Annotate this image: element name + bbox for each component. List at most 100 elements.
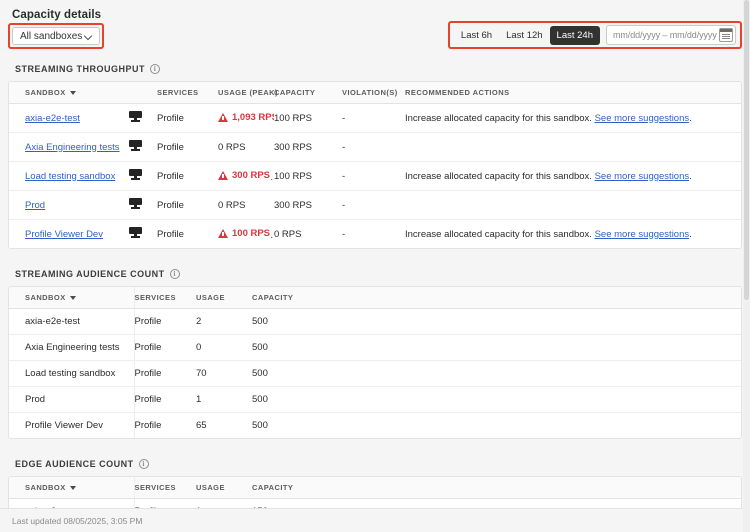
section-title-edge-audience-count: EDGE AUDIENCE COUNT i xyxy=(8,453,742,476)
cell-capacity: 100 RPS xyxy=(274,161,342,191)
sandbox-link[interactable]: Load testing sandbox xyxy=(25,170,116,182)
sandbox-name: Load testing sandbox xyxy=(25,368,116,379)
cell-sandbox-icon xyxy=(129,103,157,133)
cell-capacity: 300 RPS xyxy=(274,132,342,162)
sandbox-name: Prod xyxy=(25,394,46,405)
column-header-capacity[interactable]: CAPACITY xyxy=(274,82,342,104)
cell-usage: 0 xyxy=(196,334,252,361)
column-header-services[interactable]: SERVICES xyxy=(157,82,218,104)
sandbox-screen-icon[interactable] xyxy=(129,140,142,151)
table-body: axia-e2e-test Profile 1,093 RPS 100 RPS … xyxy=(9,103,741,249)
column-header-usage-peak[interactable]: USAGE (PEAK) xyxy=(218,82,278,104)
column-header-usage[interactable]: USAGE xyxy=(196,287,252,309)
sandbox-screen-icon[interactable] xyxy=(129,227,142,238)
calendar-icon[interactable] xyxy=(719,28,733,42)
time-range-button-6h[interactable]: Last 6h xyxy=(454,26,499,45)
cell-services: Profile xyxy=(157,228,184,240)
usage-value: 100 RPS xyxy=(232,227,271,239)
cell-usage: 300 RPS xyxy=(218,161,274,191)
table-row[interactable]: axia-e2e-test Profile 1,093 RPS 100 RPS … xyxy=(9,103,741,133)
column-header-violations[interactable]: VIOLATION(S) xyxy=(342,82,405,104)
table-body: axia-e2e-test Profile 2 500 Axia Enginee… xyxy=(9,308,741,438)
time-range-button-12h[interactable]: Last 12h xyxy=(499,26,549,45)
cell-usage: 65 xyxy=(196,420,207,431)
column-header-usage[interactable]: USAGE xyxy=(196,477,252,499)
sandbox-link[interactable]: Profile Viewer Dev xyxy=(25,228,103,240)
table-row[interactable]: Prod Profile 1 500 xyxy=(9,386,741,413)
table-row[interactable]: Prod Profile 0 RPS 300 RPS - xyxy=(9,190,741,220)
column-header-recommended-actions[interactable]: RECOMMENDED ACTIONS xyxy=(405,82,741,104)
cell-services: Profile xyxy=(134,386,196,413)
cell-violations: - xyxy=(342,228,346,240)
table-row[interactable]: Axia Engineering tests Profile 0 500 xyxy=(9,334,741,361)
cell-sandbox: Profile Viewer Dev xyxy=(9,220,129,249)
table-row[interactable]: Profile Viewer Dev Profile 100 RPS 0 RPS… xyxy=(9,220,741,249)
cell-capacity: 100 RPS xyxy=(274,103,342,133)
sandbox-screen-icon[interactable] xyxy=(129,169,142,180)
page-title: Capacity details xyxy=(12,9,102,21)
cell-capacity: 500 xyxy=(252,420,268,431)
sandbox-filter-select[interactable]: All sandboxes xyxy=(12,27,100,45)
cell-services: Profile xyxy=(134,360,196,387)
see-more-suggestions-link[interactable]: See more suggestions xyxy=(594,228,690,240)
info-icon[interactable]: i xyxy=(138,459,149,469)
sort-descending-icon xyxy=(69,486,76,491)
cell-services: Profile xyxy=(134,334,196,361)
column-header-sandbox[interactable]: SANDBOX xyxy=(9,477,135,499)
see-more-suggestions-link[interactable]: See more suggestions xyxy=(594,170,690,182)
recommendation-suffix: . xyxy=(689,112,692,124)
column-label: SANDBOX xyxy=(25,293,66,302)
sandbox-screen-icon[interactable] xyxy=(129,198,142,209)
streaming-throughput-table: SANDBOX SERVICES USAGE (PEAK) CAPACITY V… xyxy=(9,82,741,248)
usage-warning: 100 RPS xyxy=(218,228,270,239)
column-header-sandbox[interactable]: SANDBOX xyxy=(9,287,135,309)
vertical-scrollbar[interactable] xyxy=(743,0,750,532)
column-header-capacity[interactable]: CAPACITY xyxy=(252,287,741,309)
scrollbar-thumb[interactable] xyxy=(744,0,749,300)
see-more-suggestions-link[interactable]: See more suggestions xyxy=(594,112,690,124)
streaming-throughput-table-card: SANDBOX SERVICES USAGE (PEAK) CAPACITY V… xyxy=(8,81,742,249)
table-row[interactable]: Load testing sandbox Profile 300 RPS 100… xyxy=(9,161,741,191)
cell-sandbox-icon xyxy=(129,161,157,191)
column-header-capacity[interactable]: CAPACITY xyxy=(252,477,741,499)
usage-warning: 300 RPS xyxy=(218,170,270,181)
recommendation-text: Increase allocated capacity for this san… xyxy=(405,228,592,240)
cell-violations: - xyxy=(342,103,405,133)
cell-capacity: 500 xyxy=(252,360,741,387)
table-row[interactable]: Load testing sandbox Profile 70 500 xyxy=(9,360,741,387)
table-row[interactable]: axia-e2e-test Profile 2 500 xyxy=(9,308,741,335)
recommendation-text: Increase allocated capacity for this san… xyxy=(405,170,592,182)
sandbox-link[interactable]: axia-e2e-test xyxy=(25,112,80,124)
cell-services: Profile xyxy=(157,103,218,133)
info-icon[interactable]: i xyxy=(150,64,160,74)
column-header-sandbox[interactable]: SANDBOX xyxy=(9,82,129,104)
cell-sandbox: Profile Viewer Dev xyxy=(9,412,135,438)
table-row[interactable]: Axia Engineering tests Profile 0 RPS 300… xyxy=(9,132,741,162)
cell-sandbox: axia-e2e-test xyxy=(9,103,129,133)
cell-violations: - xyxy=(342,161,405,191)
info-icon[interactable]: i xyxy=(169,269,180,279)
sandbox-link[interactable]: Prod xyxy=(25,199,46,211)
section-streaming-audience-count: STREAMING AUDIENCE COUNT i SANDBOX SERVI… xyxy=(0,263,750,439)
cell-sandbox: Axia Engineering tests xyxy=(9,334,135,361)
sort-descending-icon xyxy=(69,296,76,301)
table-header-row: SANDBOX SERVICES USAGE CAPACITY xyxy=(9,477,741,499)
column-header-services[interactable]: SERVICES xyxy=(134,477,196,499)
recommendation-suffix: . xyxy=(689,170,692,182)
column-header-services[interactable]: SERVICES xyxy=(134,287,196,309)
column-header-icon-spacer xyxy=(129,82,157,104)
table-row[interactable]: Profile Viewer Dev Profile 65 500 xyxy=(9,412,741,438)
sandbox-screen-icon[interactable] xyxy=(129,111,142,122)
time-range-button-24h[interactable]: Last 24h xyxy=(549,25,600,45)
table-header: SANDBOX SERVICES USAGE CAPACITY xyxy=(9,477,741,499)
warning-triangle-icon xyxy=(218,228,228,238)
table-header: SANDBOX SERVICES USAGE CAPACITY xyxy=(9,287,741,309)
streaming-audience-count-table-card: SANDBOX SERVICES USAGE CAPACITY axia-e2e… xyxy=(8,286,742,439)
cell-sandbox: Prod xyxy=(9,386,135,413)
warning-triangle-icon xyxy=(218,170,228,180)
cell-usage: 0 RPS xyxy=(218,132,274,162)
sandbox-link[interactable]: Axia Engineering tests xyxy=(25,141,120,153)
date-range-input[interactable]: mm/dd/yyyy – mm/dd/yyyy xyxy=(606,25,736,45)
cell-sandbox: Load testing sandbox xyxy=(9,360,135,387)
